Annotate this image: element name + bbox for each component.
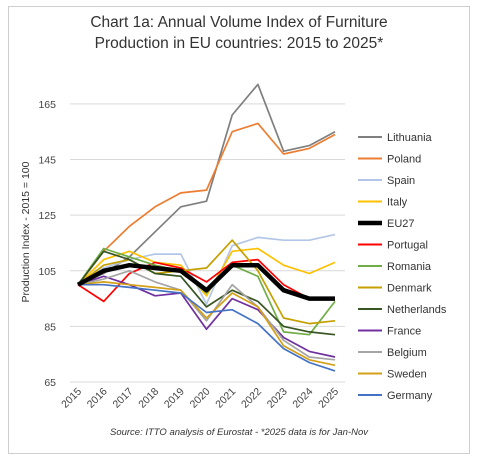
legend-label-spain: Spain xyxy=(387,175,415,187)
legend-label-portugal: Portugal xyxy=(387,240,428,252)
y-tick-label: 125 xyxy=(38,210,56,222)
legend-label-lithuania: Lithuania xyxy=(387,132,433,144)
series-line-romania xyxy=(77,247,336,336)
series-line-netherlands xyxy=(77,250,336,336)
series-lines xyxy=(76,83,336,372)
chart-title-line-1: Chart 1a: Annual Volume Index of Furnitu… xyxy=(90,14,388,31)
y-tick-label: 165 xyxy=(38,99,56,111)
legend-label-sweden: Sweden xyxy=(387,369,427,381)
x-tick-label: 2023 xyxy=(265,386,290,411)
legend-label-poland: Poland xyxy=(387,154,421,166)
x-tick-label: 2018 xyxy=(136,386,161,411)
y-tick-label: 65 xyxy=(44,377,56,389)
x-tick-label: 2019 xyxy=(162,386,187,411)
x-tick-label: 2017 xyxy=(111,386,136,411)
chart-title: Chart 1a: Annual Volume Index of Furnitu… xyxy=(8,12,470,54)
legend-label-france: France xyxy=(387,326,421,338)
chart-title-line-2: Production in EU countries: 2015 to 2025… xyxy=(94,35,384,52)
x-tick-label: 2020 xyxy=(188,386,213,411)
legend-label-netherlands: Netherlands xyxy=(387,304,447,316)
x-axis-ticks: 2015 2016 2017 2018 2019 2020 2021 2022 2023 2024… xyxy=(59,386,341,411)
legend-label-eu27: EU27 xyxy=(387,218,415,230)
source-note: Source: ITTO analysis of Eurostat - *202… xyxy=(109,427,369,438)
y-axis-ticks: 65 85 105 125 145 165 xyxy=(38,99,56,389)
series-line-spain xyxy=(77,233,336,305)
series-line-germany xyxy=(78,283,336,372)
legend-label-germany: Germany xyxy=(387,390,433,402)
x-tick-label: 2025 xyxy=(316,386,341,411)
legend: Lithuania Poland Spain Italy EU27 Portugal Rom… xyxy=(358,132,447,402)
gridlines xyxy=(70,103,345,383)
legend-label-denmark: Denmark xyxy=(387,283,432,295)
series-line-eu27 xyxy=(76,262,335,301)
series-line-denmark xyxy=(77,239,336,325)
series-line-poland xyxy=(77,122,336,286)
series-line-belgium xyxy=(77,269,336,361)
x-tick-label: 2024 xyxy=(290,386,315,411)
legend-label-belgium: Belgium xyxy=(387,347,427,359)
y-axis-label: Production Index - 2015 = 100 xyxy=(20,161,32,302)
legend-label-italy: Italy xyxy=(387,197,408,209)
x-tick-label: 2015 xyxy=(59,386,84,411)
x-tick-label: 2022 xyxy=(239,386,264,411)
series-line-france xyxy=(77,275,336,358)
y-tick-label: 85 xyxy=(44,321,56,333)
legend-label-romania: Romania xyxy=(387,261,432,273)
y-tick-label: 105 xyxy=(38,266,56,278)
x-tick-label: 2016 xyxy=(85,386,110,411)
series-line-sweden xyxy=(77,281,336,367)
y-tick-label: 145 xyxy=(38,155,56,167)
chart-frame xyxy=(8,6,470,454)
x-tick-label: 2021 xyxy=(213,386,238,411)
series-line-portugal xyxy=(77,258,335,303)
